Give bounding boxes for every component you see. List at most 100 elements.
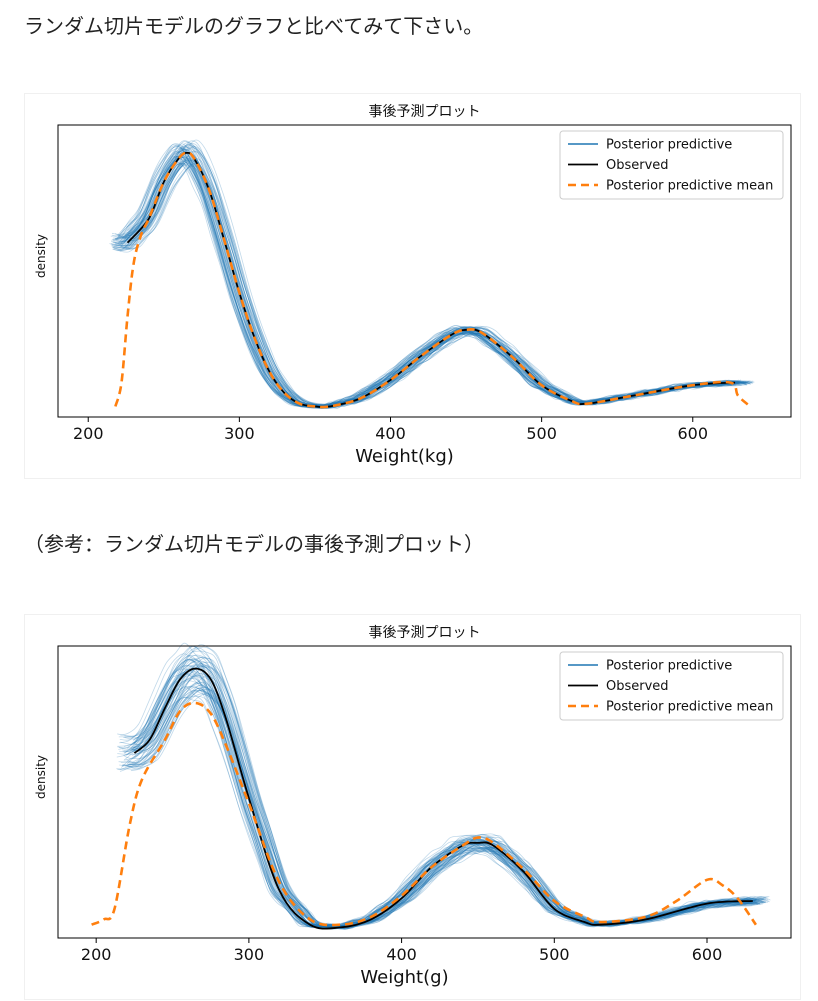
posterior-predictive-mean-line xyxy=(114,151,752,409)
posterior-predictive-line xyxy=(119,689,752,929)
x-tick-label: 300 xyxy=(234,945,265,964)
posterior-predictive-line xyxy=(118,664,760,929)
posterior-predictive-line xyxy=(117,143,744,408)
posterior-predictive-draws xyxy=(116,642,771,930)
x-tick-label: 600 xyxy=(677,424,708,443)
posterior-predictive-line xyxy=(124,146,751,409)
legend-label: Observed xyxy=(606,158,669,173)
posterior-predictive-line xyxy=(124,675,757,929)
posterior-predictive-line xyxy=(123,673,756,929)
chart-figure-2: 事後予測プロット 200 300 400 500 600 Weight(g) density P… xyxy=(24,614,801,1000)
posterior-predictive-line xyxy=(126,689,769,927)
posterior-predictive-line xyxy=(114,156,741,408)
posterior-predictive-line xyxy=(118,148,745,407)
posterior-predictive-line xyxy=(133,674,758,927)
posterior-predictive-line xyxy=(130,693,755,930)
reference-text: （参考：ランダム切片モデルの事後予測プロット） xyxy=(24,532,484,556)
posterior-predictive-line xyxy=(110,143,746,406)
chart-legend: Posterior predictive Observed Posterior pr… xyxy=(559,130,784,200)
posterior-predictive-line xyxy=(118,661,770,928)
posterior-predictive-line xyxy=(112,150,739,409)
y-axis-label: density xyxy=(34,755,48,799)
posterior-predictive-line xyxy=(123,162,741,408)
x-tick-label: 500 xyxy=(526,424,557,443)
x-axis-label: Weight(g) xyxy=(360,967,448,988)
x-tick-label: 600 xyxy=(692,945,723,964)
legend-label: Posterior predictive mean xyxy=(606,700,773,715)
x-tick-label: 400 xyxy=(386,945,417,964)
posterior-predictive-line xyxy=(129,661,753,927)
posterior-predictive-line xyxy=(126,164,753,410)
posterior-predictive-line xyxy=(122,690,755,929)
posterior-predictive-line xyxy=(116,695,758,929)
legend-box xyxy=(559,130,784,200)
posterior-predictive-line xyxy=(131,673,765,930)
posterior-predictive-line xyxy=(119,697,753,930)
legend-label: Observed xyxy=(606,679,669,694)
posterior-predictive-line xyxy=(123,675,766,928)
posterior-predictive-line xyxy=(127,684,760,929)
posterior-predictive-line xyxy=(124,668,766,929)
posterior-predictive-line xyxy=(132,655,766,929)
legend-box xyxy=(559,651,784,721)
chart-figure-1: 事後予測プロット 200 300 400 500 600 Weight(kg) density… xyxy=(24,93,801,479)
posterior-predictive-line xyxy=(126,681,759,929)
legend-label: Posterior predictive xyxy=(606,659,732,674)
legend-label: Posterior predictive mean xyxy=(606,179,773,194)
posterior-predictive-line xyxy=(111,144,747,408)
posterior-predictive-line xyxy=(116,146,743,409)
posterior-predictive-line xyxy=(121,686,764,928)
posterior-predictive-line xyxy=(119,667,752,929)
posterior-predictive-line xyxy=(124,156,733,407)
posterior-predictive-line xyxy=(119,653,752,928)
x-tick-label: 300 xyxy=(224,424,255,443)
posterior-predictive-line xyxy=(124,677,766,927)
posterior-predictive-line xyxy=(127,150,754,409)
posterior-predictive-line xyxy=(119,689,761,928)
chart-title: 事後予測プロット xyxy=(369,625,481,641)
posterior-predictive-line xyxy=(119,163,737,409)
posterior-predictive-line xyxy=(130,664,764,928)
posterior-predictive-line xyxy=(121,161,748,409)
x-tick-label: 500 xyxy=(539,945,570,964)
posterior-predictive-line xyxy=(114,146,742,408)
posterior-predictive-line xyxy=(110,148,746,408)
posterior-predictive-plot-g: 事後予測プロット 200 300 400 500 600 Weight(g) density P… xyxy=(34,625,792,988)
posterior-predictive-line xyxy=(118,645,770,929)
posterior-predictive-line xyxy=(119,158,755,409)
posterior-predictive-line xyxy=(132,656,756,929)
posterior-predictive-line xyxy=(111,156,747,408)
posterior-predictive-line xyxy=(117,658,769,929)
posterior-predictive-line xyxy=(119,646,771,929)
posterior-predictive-line xyxy=(126,671,750,929)
posterior-predictive-line xyxy=(122,667,765,929)
posterior-predictive-line xyxy=(126,145,753,409)
posterior-predictive-line xyxy=(117,672,759,928)
posterior-predictive-mean-line xyxy=(91,701,757,927)
plot-frame xyxy=(57,645,792,939)
x-tick-label: 200 xyxy=(73,424,104,443)
observed-line xyxy=(133,667,753,930)
legend-label: Posterior predictive xyxy=(606,138,732,153)
intro-text: ランダム切片モデルのグラフと比べてみて下さい。 xyxy=(24,14,484,38)
plot-frame xyxy=(57,124,792,418)
posterior-predictive-line xyxy=(117,693,759,930)
posterior-predictive-line xyxy=(132,666,766,929)
x-tick-label: 200 xyxy=(81,945,112,964)
posterior-predictive-line xyxy=(112,160,739,408)
posterior-predictive-plot-kg: 事後予測プロット 200 300 400 500 600 Weight(kg) density… xyxy=(34,104,792,467)
posterior-predictive-line xyxy=(123,673,766,928)
posterior-predictive-line xyxy=(124,155,752,407)
posterior-predictive-line xyxy=(125,144,733,409)
posterior-predictive-line xyxy=(124,151,733,408)
posterior-predictive-line xyxy=(123,647,756,929)
chart-title: 事後予測プロット xyxy=(369,104,481,120)
x-axis-label: Weight(kg) xyxy=(355,446,454,467)
posterior-predictive-line xyxy=(122,686,755,929)
y-axis-label: density xyxy=(34,234,48,278)
posterior-predictive-line xyxy=(112,146,739,408)
x-tick-label: 400 xyxy=(375,424,406,443)
posterior-predictive-line xyxy=(123,139,750,408)
posterior-predictive-line xyxy=(122,143,740,409)
chart-legend: Posterior predictive Observed Posterior pr… xyxy=(559,651,784,721)
